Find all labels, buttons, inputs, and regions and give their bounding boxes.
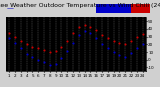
Text: —: — (6, 6, 13, 12)
Text: Milwaukee Weather Outdoor Temperature vs Wind Chill (24 Hours): Milwaukee Weather Outdoor Temperature vs… (0, 3, 160, 8)
